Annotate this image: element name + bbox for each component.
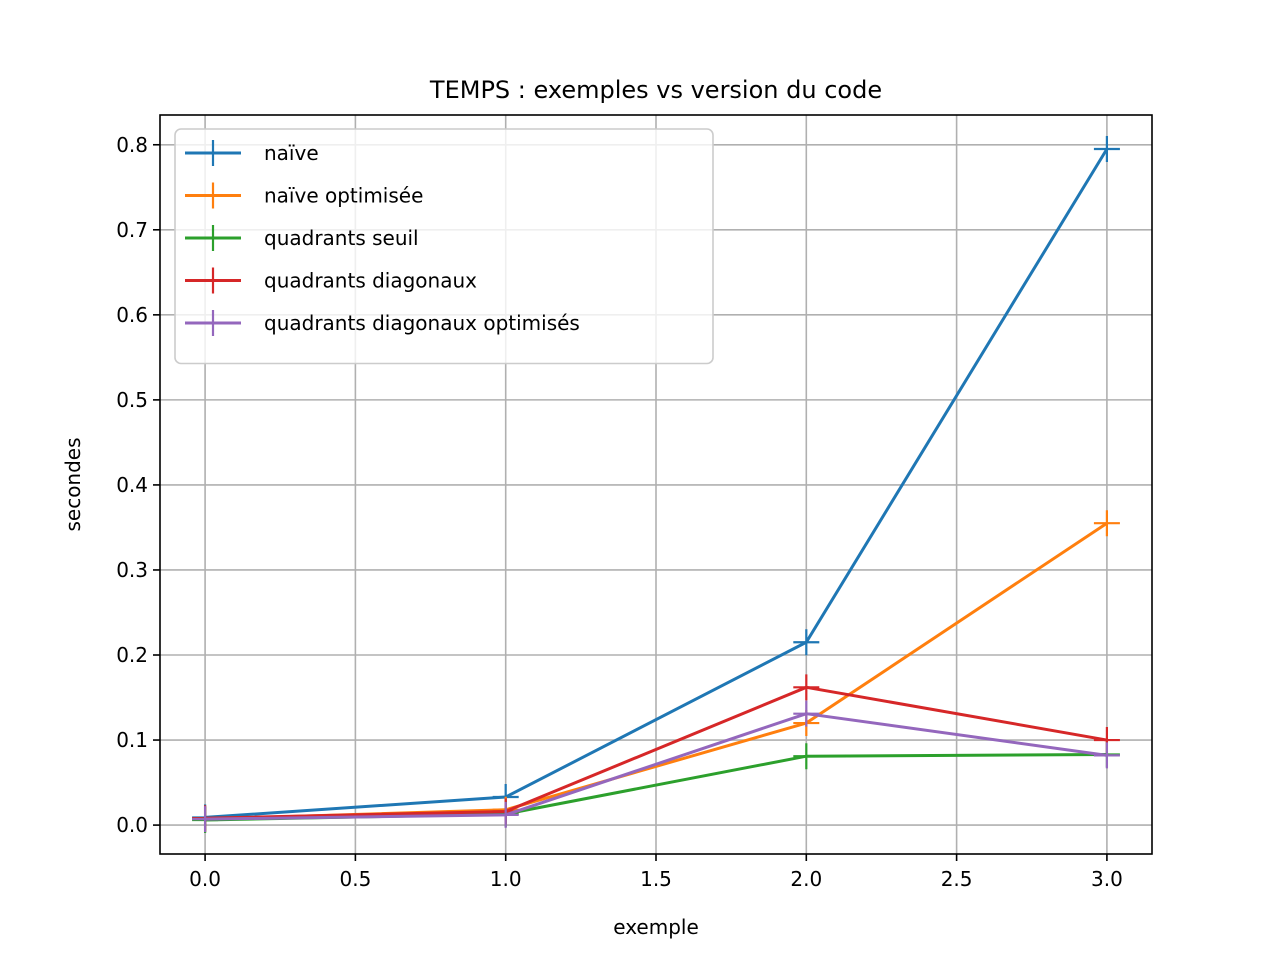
axis-ticks: 0.0 0.5 1.0 1.5 2.0 2.5 3.0 0.0 0.1 0.2 0.3 0.4 0.5 0… — [116, 133, 1123, 891]
data-point-marker — [1093, 510, 1120, 537]
data-point-marker — [192, 806, 219, 833]
series-line — [205, 712, 1108, 821]
y-tick-label: 0.3 — [116, 558, 148, 582]
legend-entry: quadrants diagonaux — [185, 267, 477, 294]
chart-title: TEMPS : exemples vs version du code — [429, 76, 882, 104]
legend-label: quadrants diagonaux optimisés — [264, 311, 580, 335]
y-axis-label: secondes — [61, 437, 85, 531]
legend-marker — [200, 267, 226, 294]
legend-entry: quadrants diagonaux optimisés — [185, 310, 580, 336]
legend-entry: naïve — [185, 140, 319, 166]
legend-marker — [200, 140, 226, 166]
legend-label: naïve optimisée — [264, 184, 423, 208]
data-point-marker — [492, 801, 519, 828]
x-tick-label: 2.5 — [941, 867, 973, 891]
legend-label: quadrants seuil — [264, 226, 419, 250]
series-line — [205, 685, 1108, 820]
legend: naïve naïve optimisée quadrants seuil quadr… — [174, 128, 714, 365]
y-tick-label: 0.1 — [116, 728, 148, 752]
data-point-marker — [1093, 742, 1120, 769]
x-tick-label: 3.0 — [1091, 867, 1123, 891]
data-point-marker — [793, 629, 820, 656]
y-tick-label: 0.5 — [116, 388, 148, 412]
series-line — [204, 148, 1109, 819]
legend-marker — [200, 310, 226, 336]
y-tick-label: 0.2 — [116, 643, 148, 667]
data-point-marker — [1093, 136, 1120, 163]
x-tick-label: 0.0 — [189, 867, 221, 891]
y-tick-label: 0.0 — [116, 813, 148, 837]
legend-box — [174, 128, 714, 365]
data-point-marker — [793, 674, 820, 701]
x-tick-label: 1.5 — [640, 867, 672, 891]
y-tick-label: 0.7 — [116, 218, 148, 242]
x-axis-label: exemple — [613, 915, 699, 939]
legend-marker — [200, 225, 226, 251]
data-point-marker — [793, 700, 820, 727]
legend-label: quadrants diagonaux — [264, 269, 477, 293]
x-tick-label: 2.0 — [790, 867, 822, 891]
legend-entry: quadrants seuil — [185, 225, 419, 251]
series-4 — [192, 700, 1120, 833]
legend-entry: naïve optimisée — [185, 182, 423, 209]
y-tick-label: 0.4 — [116, 473, 148, 497]
data-point-marker — [793, 743, 820, 770]
series-layer — [192, 136, 1120, 833]
x-tick-label: 1.0 — [490, 867, 522, 891]
legend-marker — [200, 182, 226, 209]
y-tick-label: 0.6 — [116, 303, 148, 327]
x-tick-label: 0.5 — [339, 867, 371, 891]
y-tick-label: 0.8 — [116, 133, 148, 157]
legend-label: naïve — [264, 141, 319, 165]
